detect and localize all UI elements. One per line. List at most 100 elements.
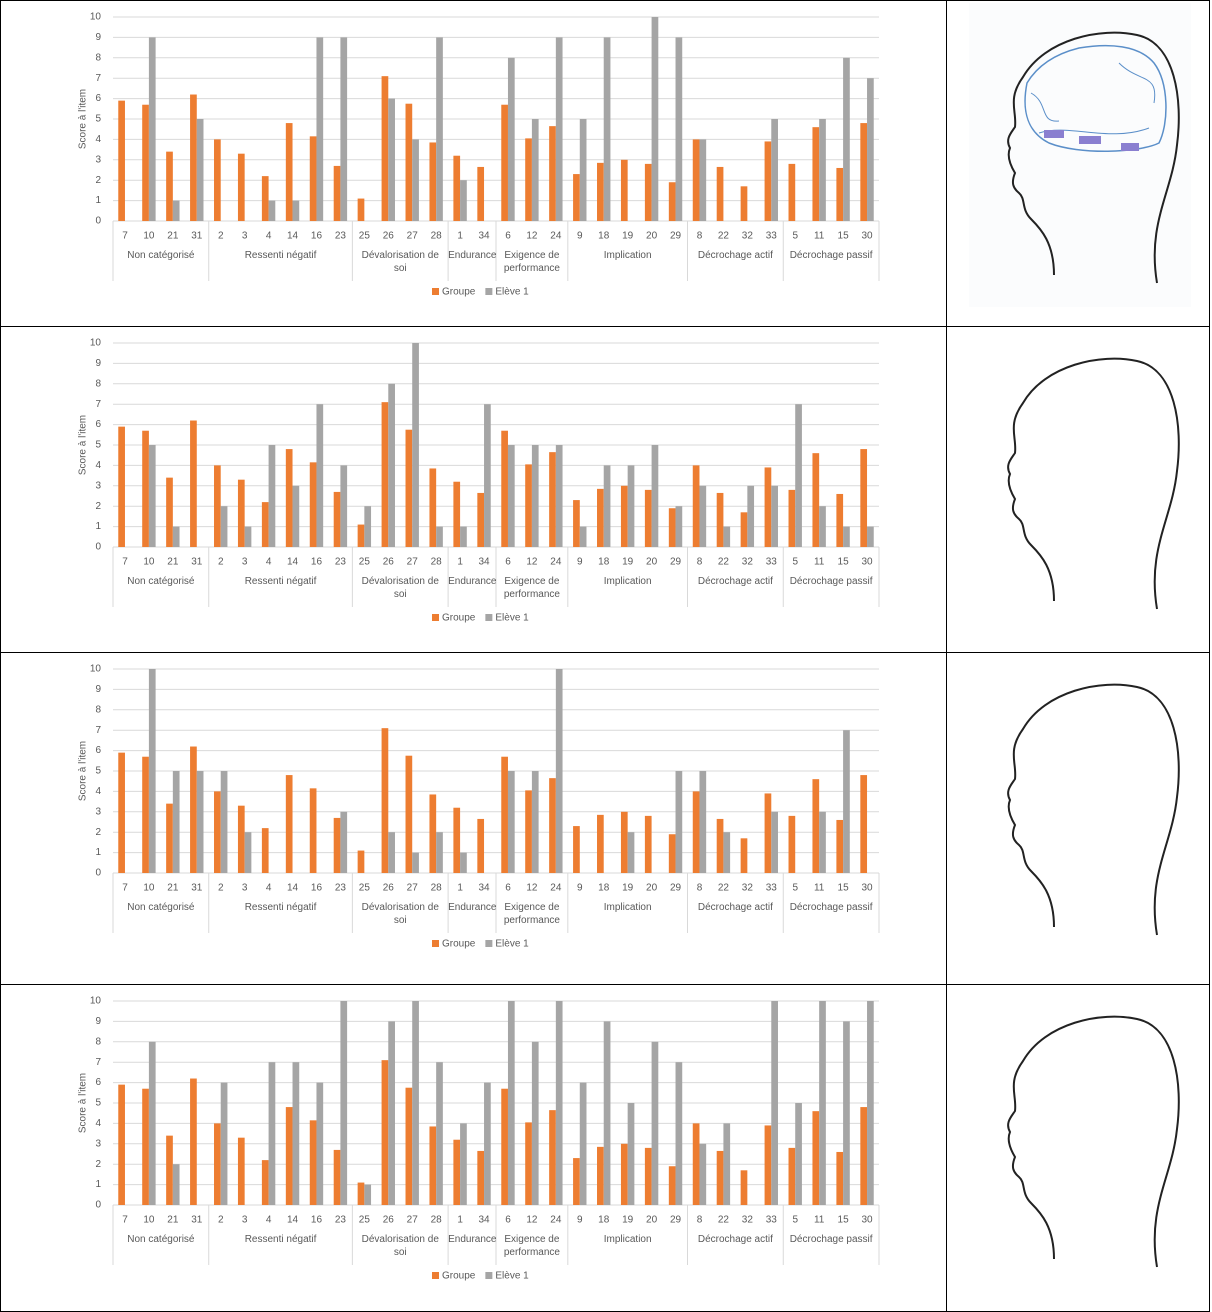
bar (364, 506, 372, 547)
x-tick-label: 2 (218, 1215, 224, 1226)
bar (812, 1111, 820, 1205)
x-tick-label: 20 (646, 1215, 658, 1226)
bar (716, 492, 724, 547)
bar (142, 104, 149, 221)
y-tick-label: 1 (95, 1179, 101, 1190)
group-label: Exigence de performance (503, 902, 560, 926)
x-tick-label: 30 (861, 883, 873, 894)
bar (292, 485, 300, 547)
bar (867, 78, 874, 221)
bar (453, 1139, 461, 1205)
bar (620, 1143, 628, 1205)
group-label: Exigence de performance (503, 576, 560, 600)
table-row: 0 1 2 3 4 5 6 7 8 9 10 Score à l'item 7 10 21 31 2 3 4 14 16… (0, 652, 1210, 985)
legend-swatch (432, 1272, 439, 1279)
x-tick-label: 26 (383, 883, 395, 894)
bar (261, 502, 269, 547)
bar (836, 1151, 844, 1205)
bar (172, 526, 180, 547)
bar (699, 139, 707, 221)
bar (555, 37, 563, 222)
bar (220, 771, 228, 873)
bar (764, 793, 772, 873)
table-row: 0 1 2 3 4 5 6 7 8 9 10 Score à l'item 7 10 21 31 2 3 4 14 16… (0, 984, 1210, 1312)
bar (285, 449, 293, 547)
group-label: Non catégorisé (127, 576, 195, 587)
bar (309, 136, 317, 221)
y-tick-label: 3 (95, 154, 101, 165)
bar (285, 1107, 293, 1205)
bar (237, 805, 245, 873)
bar (484, 1082, 491, 1205)
bar (237, 479, 245, 547)
bar (214, 1123, 221, 1205)
bar (357, 1182, 365, 1205)
bar (460, 852, 467, 873)
bar (244, 832, 252, 873)
bar (507, 1001, 515, 1205)
x-tick-label: 12 (526, 557, 538, 568)
bar (453, 155, 461, 221)
bar (460, 1123, 467, 1205)
x-tick-label: 4 (266, 883, 272, 894)
x-tick-label: 29 (670, 557, 682, 568)
group-label: Décrochage actif (697, 902, 773, 913)
bar (429, 794, 437, 873)
bar (214, 465, 221, 547)
x-tick-label: 10 (143, 557, 155, 568)
x-tick-label: 9 (577, 557, 583, 568)
bar (668, 834, 676, 873)
bar (843, 57, 850, 221)
x-tick-label: 30 (861, 557, 873, 568)
x-tick-label: 32 (742, 1215, 754, 1226)
head-drawing (1007, 1015, 1180, 1268)
y-axis-label: Score à l'item (78, 415, 89, 475)
group-label: Décrochage actif (697, 250, 773, 261)
y-tick-label: 6 (95, 93, 101, 104)
x-tick-label: 21 (167, 557, 179, 568)
x-tick-label: 19 (622, 557, 634, 568)
bar (507, 445, 515, 547)
bar (196, 119, 204, 221)
bar (436, 37, 443, 222)
x-tick-label: 20 (646, 883, 658, 894)
bar (405, 1087, 413, 1205)
bar (675, 506, 683, 547)
bar (771, 485, 778, 547)
bar (723, 526, 731, 547)
group-label: Décrochage actif (697, 1234, 773, 1245)
bar (603, 37, 611, 222)
bar (333, 165, 341, 221)
bar (812, 127, 820, 221)
y-axis-label: Score à l'item (78, 741, 89, 801)
bar (190, 746, 197, 873)
bar (651, 1041, 659, 1205)
bar (357, 524, 365, 547)
y-tick-label: 2 (95, 501, 101, 512)
bar (214, 791, 221, 873)
x-tick-label: 26 (383, 557, 395, 568)
x-tick-label: 1 (457, 1215, 463, 1226)
group-label: Décrochage passif (789, 576, 873, 587)
y-tick-label: 5 (95, 114, 101, 125)
bar (436, 526, 443, 547)
x-tick-label: 15 (838, 231, 850, 242)
legend-label: Elève 1 (495, 1271, 529, 1282)
y-tick-label: 9 (95, 358, 101, 369)
bar (651, 445, 659, 547)
bar (771, 811, 778, 873)
bar (549, 778, 556, 873)
bar (692, 465, 700, 547)
x-tick-label: 4 (266, 231, 272, 242)
y-tick-label: 10 (90, 338, 102, 349)
y-tick-label: 10 (90, 12, 102, 23)
bar (597, 814, 604, 873)
bar (747, 485, 755, 547)
bar (740, 186, 748, 221)
bar (436, 832, 443, 873)
bar (220, 1082, 228, 1205)
bar (836, 493, 844, 547)
x-tick-label: 6 (505, 231, 511, 242)
y-tick-label: 8 (95, 378, 101, 389)
y-tick-label: 4 (95, 134, 101, 145)
